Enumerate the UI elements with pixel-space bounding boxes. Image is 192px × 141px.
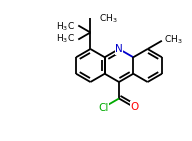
Text: CH$_3$: CH$_3$ xyxy=(164,34,182,46)
Text: Cl: Cl xyxy=(98,103,109,113)
Text: N: N xyxy=(115,44,123,54)
Text: H$_3$C: H$_3$C xyxy=(56,32,75,45)
Text: O: O xyxy=(130,102,138,112)
Text: H$_3$C: H$_3$C xyxy=(56,20,75,33)
Text: CH$_3$: CH$_3$ xyxy=(99,12,118,25)
